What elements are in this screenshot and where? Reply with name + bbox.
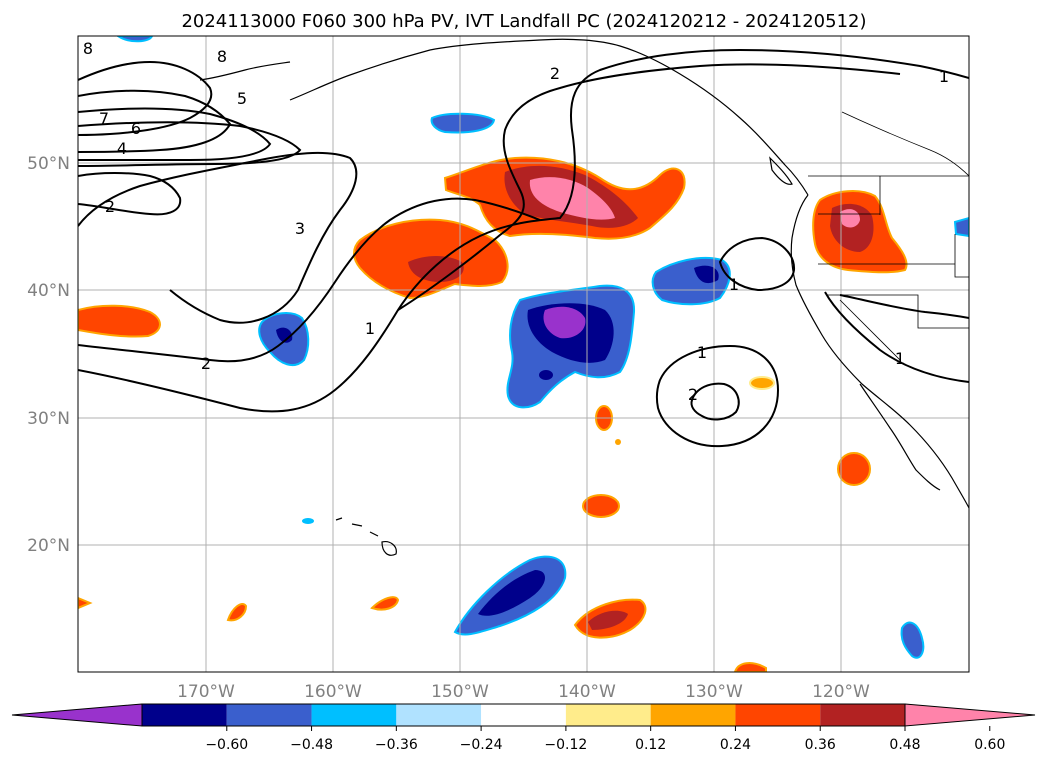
contour-label: 1 (939, 67, 949, 86)
pv-contour (78, 107, 272, 162)
colorbar-segment (226, 704, 312, 726)
map-panel: 8 8 7 6 5 4 2 3 2 1 2 1 1 2 1 1 (77, 35, 970, 673)
colorbar-tick-label: −0.36 (375, 737, 418, 753)
lon-label-140w: 140°W (558, 682, 616, 702)
contour-label: 1 (365, 319, 375, 338)
colorbar-segment (820, 704, 905, 726)
colorbar-segment (481, 704, 566, 726)
pv-contour (839, 294, 969, 319)
colorbar: −0.60 −0.48 −0.36 −0.24 −0.12 0.12 0.24 0.36 0.4… (11, 703, 1036, 753)
contour-label: 5 (237, 89, 247, 108)
anomaly-positive-west-edge (78, 304, 161, 338)
contour-label: 1 (729, 275, 739, 294)
coastline-baja (859, 383, 941, 491)
lon-label-170w: 170°W (177, 682, 235, 702)
contour-label: 2 (105, 197, 115, 216)
anomaly-positive-blob-core (588, 610, 628, 630)
pv-contour (78, 172, 182, 216)
anomaly-positive-blob (370, 596, 400, 611)
contour-label: 2 (201, 354, 211, 373)
anomaly-negative-central-peak (543, 306, 586, 339)
colorbar-segment (311, 704, 397, 726)
colorbar-segment (565, 704, 651, 726)
colorbar-segment (396, 704, 482, 726)
lat-label-50n: 50°N (27, 154, 70, 174)
lon-label-160w: 160°W (304, 682, 362, 702)
anomaly-negative-blob (539, 370, 553, 380)
colorbar-tick-label: 0.60 (974, 737, 1005, 753)
coastline-vancouver-island (769, 156, 793, 185)
lon-label-150w: 150°W (431, 682, 489, 702)
contour-label: 7 (99, 109, 109, 128)
anomaly-negative-blob (302, 518, 314, 524)
colorbar-tick-label: 0.12 (635, 737, 666, 753)
pv-contour (718, 236, 796, 292)
colorbar-segment (650, 704, 736, 726)
lon-label-130w: 130°W (685, 682, 743, 702)
coastline-north-america (790, 194, 969, 509)
anomaly-negative-south-core (478, 570, 546, 616)
anomaly-negative-blob (900, 621, 925, 659)
colorbar-extend-high (904, 703, 1036, 727)
contour-label: 2 (688, 385, 698, 404)
lon-label-120w: 120°W (812, 682, 870, 702)
colorbar-tick-label: 0.48 (889, 737, 920, 753)
latitude-labels: 50°N 40°N 30°N 20°N (27, 154, 70, 556)
pv-contour (655, 344, 780, 448)
colorbar-segments (11, 703, 1036, 727)
colorbar-segment (735, 704, 821, 726)
anomaly-negative-blob (953, 216, 969, 238)
coastline-alaska (289, 38, 809, 196)
contour-label: 6 (131, 119, 141, 138)
colorbar-tick-label: −0.48 (290, 737, 333, 753)
pv-contour (397, 63, 901, 311)
contour-label: 3 (295, 219, 305, 238)
anomaly-positive-ne-pacific-peak (529, 177, 615, 220)
anomaly-negative-east-core (694, 265, 719, 284)
anomaly-positive-blob (749, 376, 775, 390)
anomaly-positive-blob (733, 662, 767, 672)
anomaly-positive-blob (615, 439, 621, 445)
colorbar-tick-label: 0.24 (720, 737, 751, 753)
pv-contour (78, 121, 302, 167)
lat-label-30n: 30°N (27, 409, 70, 429)
coastline-aleutians (199, 61, 291, 81)
contour-label: 1 (697, 343, 707, 362)
pv-contour-labels: 8 8 7 6 5 4 2 3 2 1 2 1 1 2 1 1 (83, 39, 949, 404)
contour-label: 8 (217, 47, 227, 66)
coastlines (199, 38, 969, 556)
pv-contour (78, 197, 541, 363)
colorbar-segment (142, 704, 227, 726)
longitude-labels: 170°W 160°W 150°W 140°W 130°W 120°W (177, 682, 870, 702)
coastline-hawaii (335, 517, 397, 556)
pv-contours (78, 48, 969, 448)
pv-contour (78, 151, 358, 324)
map-frame (77, 35, 970, 673)
colorbar-frame (141, 703, 906, 727)
colorbar-ticks: −0.60 −0.48 −0.36 −0.24 −0.12 0.12 0.24 0.36 0.4… (205, 726, 1005, 753)
contour-label: 4 (117, 139, 127, 158)
contour-label: 1 (895, 349, 905, 368)
contour-label: 8 (83, 39, 93, 58)
lat-label-20n: 20°N (27, 536, 70, 556)
anomaly-positive-blob (582, 494, 620, 518)
pv-contour (824, 291, 969, 383)
map-title: 2024113000 F060 300 hPa PV, IVT Landfall… (181, 11, 866, 32)
anomaly-positive-blob (837, 452, 871, 486)
colorbar-tick-label: 0.36 (805, 737, 836, 753)
colorbar-extend-low (11, 703, 143, 727)
colorbar-tick-label: −0.24 (460, 737, 503, 753)
pv-contour (78, 48, 969, 413)
colorbar-tick-label: −0.60 (205, 737, 248, 753)
lat-label-40n: 40°N (27, 281, 70, 301)
anomaly-positive-blob (226, 602, 248, 622)
anomaly-positive-blob (78, 596, 93, 610)
pv-contour (690, 382, 740, 421)
contour-label: 2 (550, 64, 560, 83)
colorbar-tick-label: −0.12 (544, 737, 587, 753)
